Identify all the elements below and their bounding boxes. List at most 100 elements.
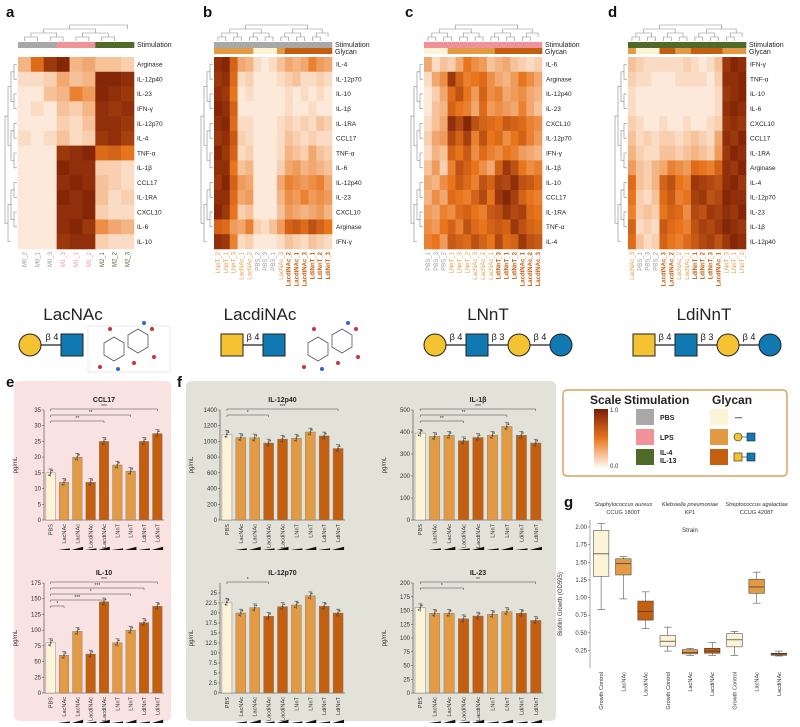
heatmap-cell <box>683 57 692 73</box>
dendrogram-branch <box>206 130 210 161</box>
concentration-wedge <box>442 546 456 550</box>
oxygen-atom <box>312 327 316 331</box>
dendrogram-branch <box>264 36 274 41</box>
x-category-label: LdiNnT <box>519 696 525 715</box>
concentration-wedge <box>529 719 542 723</box>
x-category-label: LacNAc <box>75 697 81 717</box>
heatmap-cell <box>439 116 448 132</box>
bar <box>59 482 70 521</box>
dendrogram-branch <box>7 204 11 242</box>
heatmap-cell <box>43 204 57 220</box>
panel-label-g: g <box>564 494 573 511</box>
x-category-label: LacNAc <box>253 524 259 544</box>
y-tick-label: 75 <box>403 650 410 656</box>
heatmap-cell <box>43 71 57 87</box>
glycan-bar-cell <box>229 48 238 54</box>
data-point <box>144 438 147 441</box>
heatmap-cell <box>82 86 96 102</box>
heatmap-cell <box>276 71 286 87</box>
galactose-icon <box>507 333 531 357</box>
heatmap-cell <box>698 101 707 117</box>
stimulation-bar-cell <box>95 42 109 48</box>
data-point <box>61 483 64 486</box>
box <box>593 530 610 577</box>
heatmap-cell <box>245 116 254 132</box>
row-label: IL-6 <box>750 106 762 113</box>
bar <box>305 595 316 694</box>
heatmap-cell <box>526 57 535 73</box>
heatmap-cell <box>95 86 109 102</box>
row-label: CCL17 <box>336 136 357 143</box>
y-tick-label: 0 <box>214 518 218 524</box>
heatmap-cell <box>56 189 70 205</box>
stimulation-bar-cell <box>698 42 707 48</box>
row-label: IL-23 <box>750 209 765 216</box>
glycan-bar-cell <box>526 48 535 54</box>
heatmap-cell <box>300 86 309 102</box>
significance-label: * <box>247 410 249 416</box>
heatmap-cell <box>300 116 309 132</box>
heatmap-cell <box>486 189 496 205</box>
data-point <box>267 615 270 618</box>
column-label: LacdiNAc_1 <box>295 251 301 286</box>
y-tick-label: 100 <box>31 628 42 634</box>
x-category-label: LNnT <box>129 523 135 537</box>
data-point <box>48 474 51 477</box>
heatmap-cell <box>69 175 83 191</box>
bar <box>112 464 123 521</box>
heatmap-cell <box>690 234 700 250</box>
dendrogram-branch <box>419 123 423 139</box>
stimulation-bar-cell <box>269 42 278 48</box>
heatmap-cell <box>237 160 246 176</box>
row-label: CXCL10 <box>546 121 571 128</box>
row-label: Arginase <box>750 165 776 172</box>
heatmap-cell <box>108 86 122 102</box>
x-category-label: LdiNnT <box>155 696 161 715</box>
heatmap-cell <box>714 71 723 87</box>
glycan-bar-cell <box>316 48 325 54</box>
glcnac-icon <box>262 333 286 357</box>
heatmap-cell <box>651 130 660 146</box>
data-point <box>419 432 422 434</box>
heatmap-cell <box>214 189 223 205</box>
column-label: PBS_1 <box>426 251 432 270</box>
oxygen-atom <box>356 355 360 359</box>
heatmap-cell <box>245 145 254 161</box>
heatmap-cell <box>447 101 456 117</box>
stimulation-bar-cell <box>494 42 503 48</box>
heatmap-cell <box>667 101 676 117</box>
data-point <box>505 610 508 613</box>
heatmap-cell <box>659 160 668 176</box>
heatmap-cell <box>738 160 747 176</box>
data-point <box>461 442 463 445</box>
heatmap-cell <box>471 160 480 176</box>
y-tick-label: 22.5 <box>205 601 217 607</box>
concentration-wedge <box>332 546 345 550</box>
heatmap-cell <box>324 175 333 191</box>
significance-label: * <box>247 577 249 583</box>
stimulation-header: Stimulation <box>335 42 370 49</box>
dendrogram-branch <box>617 204 621 242</box>
glycan-name-lacnac: LacNAc <box>43 305 103 324</box>
bar <box>318 435 330 521</box>
heatmap-cell <box>455 160 464 176</box>
dendrogram-branch <box>13 123 17 139</box>
heatmap-cell <box>479 86 488 102</box>
glycan-bar-cell <box>683 48 692 54</box>
heatmap-cell <box>502 145 511 161</box>
significance-bracket <box>419 581 537 584</box>
boxplot-title: Strain <box>682 528 698 534</box>
row-label: IL-1β <box>137 165 152 172</box>
heatmap-cell <box>95 160 109 176</box>
stimulation-bar-cell <box>534 42 543 48</box>
heatmap-cell <box>43 86 57 102</box>
heatmap-cell <box>237 57 246 73</box>
heatmap-cell <box>284 71 293 87</box>
data-point <box>104 438 107 441</box>
data-point <box>536 439 539 442</box>
stimulation-bar-cell <box>518 42 527 48</box>
significance-label: ** <box>89 410 93 416</box>
data-point <box>88 483 91 486</box>
stimulation-bar-cell <box>431 42 441 48</box>
